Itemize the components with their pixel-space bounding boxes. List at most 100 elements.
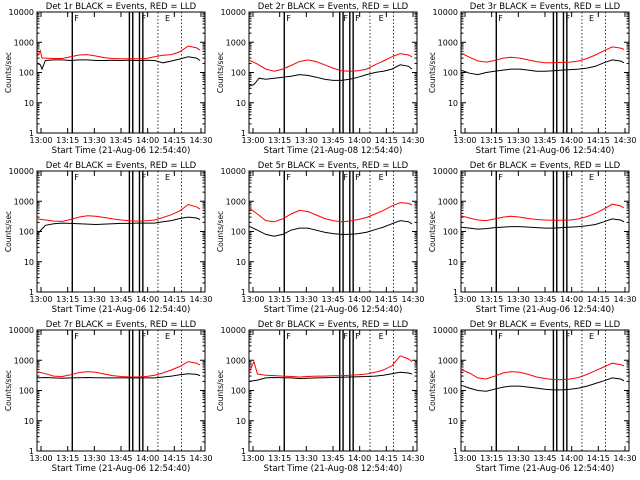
x-axis-label: Start Time (21-Aug-06 12:54:40) <box>476 146 615 156</box>
y-axis-label: Counts/sec <box>216 211 225 252</box>
plot-frame <box>36 170 206 293</box>
flag-label: E <box>379 332 384 341</box>
x-axis-label: Start Time (21-Aug-06 12:54:40) <box>52 464 191 474</box>
flag-label: E <box>165 173 170 182</box>
x-tick-label: 14:30 <box>613 454 636 463</box>
x-tick-label: 13:15 <box>480 136 503 145</box>
y-tick-label: 1000 <box>226 197 246 206</box>
x-tick-label: 14:30 <box>613 136 636 145</box>
y-tick-label: 10 <box>236 99 246 108</box>
x-tick-label: 14:30 <box>613 295 636 304</box>
x-tick-label: 14:30 <box>401 295 424 304</box>
y-tick-label: 1 <box>241 447 246 456</box>
x-tick-label: 13:15 <box>268 295 291 304</box>
series-lld <box>36 361 201 378</box>
flag-label: F <box>355 332 360 341</box>
series-events <box>460 377 625 392</box>
x-tick-label: 13:15 <box>480 454 503 463</box>
flag-label: F <box>141 14 146 23</box>
y-tick-label: 10000 <box>433 167 458 176</box>
y-tick-label: 100 <box>231 228 246 237</box>
y-tick-label: 1 <box>453 129 458 138</box>
flag-label: E <box>165 14 170 23</box>
panel-det-7: Det 7r BLACK = Events, RED = LLD 1 10 100 10… <box>4 320 213 474</box>
x-axis-label: Start Time (21-Aug-06 12:54:40) <box>264 305 403 315</box>
y-tick-label: 1000 <box>14 356 34 365</box>
panel-det-5: Det 5r BLACK = Events, RED = LLD 1 10 100 10… <box>216 161 425 315</box>
x-tick-label: 13:45 <box>321 295 344 304</box>
x-tick-label: 14:15 <box>163 295 186 304</box>
panel-title: Det 2r BLACK = Events, RED = LLD <box>258 2 409 12</box>
plot-frame <box>460 170 630 293</box>
x-tick-label: 13:15 <box>56 295 79 304</box>
x-tick-label: 14:15 <box>375 295 398 304</box>
x-tick-label: 13:00 <box>453 136 476 145</box>
series-lld <box>460 203 625 222</box>
x-tick-label: 13:30 <box>83 454 106 463</box>
series-events <box>460 218 625 230</box>
x-tick-label: 13:45 <box>533 454 556 463</box>
panel-title: Det 3r BLACK = Events, RED = LLD <box>470 2 621 12</box>
x-tick-label: 13:45 <box>321 454 344 463</box>
y-tick-label: 1 <box>453 447 458 456</box>
x-tick-label: 14:00 <box>136 136 159 145</box>
series-events <box>36 373 201 379</box>
y-tick-label: 10 <box>448 258 458 267</box>
y-axis-label: Counts/sec <box>4 52 13 93</box>
y-axis-label: Counts/sec <box>4 370 13 411</box>
y-tick-label: 1 <box>29 129 34 138</box>
y-tick-label: 10000 <box>433 326 458 335</box>
panel-title: Det 7r BLACK = Events, RED = LLD <box>46 320 197 330</box>
y-tick-label: 10 <box>236 417 246 426</box>
flag-label: F <box>343 332 348 341</box>
y-axis-label: Counts/sec <box>4 211 13 252</box>
flag-label: F <box>498 14 503 23</box>
series-lld <box>248 202 413 223</box>
x-tick-label: 13:45 <box>533 295 556 304</box>
x-tick-label: 14:15 <box>163 136 186 145</box>
panel-title: Det 9r BLACK = Events, RED = LLD <box>470 320 621 330</box>
series-events <box>36 216 201 235</box>
flag-label: E <box>589 14 594 23</box>
panel-title: Det 4r BLACK = Events, RED = LLD <box>46 161 197 171</box>
x-tick-label: 13:15 <box>268 136 291 145</box>
x-tick-label: 14:15 <box>375 136 398 145</box>
flag-label: F <box>565 173 570 182</box>
y-tick-label: 1000 <box>226 38 246 47</box>
x-tick-label: 14:15 <box>375 454 398 463</box>
x-tick-label: 13:30 <box>295 454 318 463</box>
plot-frame <box>460 329 630 452</box>
y-tick-label: 10 <box>24 99 34 108</box>
x-axis-label: Start Time (21-Aug-08 12:54:40) <box>264 464 403 474</box>
x-tick-label: 14:00 <box>560 295 583 304</box>
x-tick-label: 13:15 <box>56 454 79 463</box>
series-lld <box>248 53 413 72</box>
x-tick-label: 14:15 <box>587 136 610 145</box>
x-tick-label: 13:00 <box>29 136 52 145</box>
flag-label: F <box>286 14 291 23</box>
x-tick-label: 14:15 <box>587 295 610 304</box>
y-tick-label: 1000 <box>438 197 458 206</box>
x-tick-label: 14:15 <box>587 454 610 463</box>
y-tick-label: 1000 <box>226 356 246 365</box>
panel-det-8: Det 8r BLACK = Events, RED = LLD 1 10 100 10… <box>216 320 425 474</box>
x-tick-label: 13:00 <box>241 295 264 304</box>
y-tick-label: 100 <box>443 387 458 396</box>
x-tick-label: 14:00 <box>348 454 371 463</box>
panel-det-9: Det 9r BLACK = Events, RED = LLD 1 10 100 10… <box>428 320 637 474</box>
x-tick-label: 13:30 <box>507 295 530 304</box>
panel-title: Det 1r BLACK = Events, RED = LLD <box>46 2 197 12</box>
series-lld <box>460 362 625 381</box>
y-tick-label: 100 <box>231 387 246 396</box>
y-tick-label: 100 <box>443 69 458 78</box>
x-tick-label: 14:00 <box>348 295 371 304</box>
series-events <box>248 371 413 382</box>
flag-label: F <box>141 173 146 182</box>
x-tick-label: 13:30 <box>83 136 106 145</box>
y-tick-label: 10000 <box>221 167 246 176</box>
series-events <box>460 59 625 76</box>
flag-label: E <box>589 332 594 341</box>
x-tick-label: 14:00 <box>560 136 583 145</box>
x-tick-label: 13:45 <box>109 295 132 304</box>
